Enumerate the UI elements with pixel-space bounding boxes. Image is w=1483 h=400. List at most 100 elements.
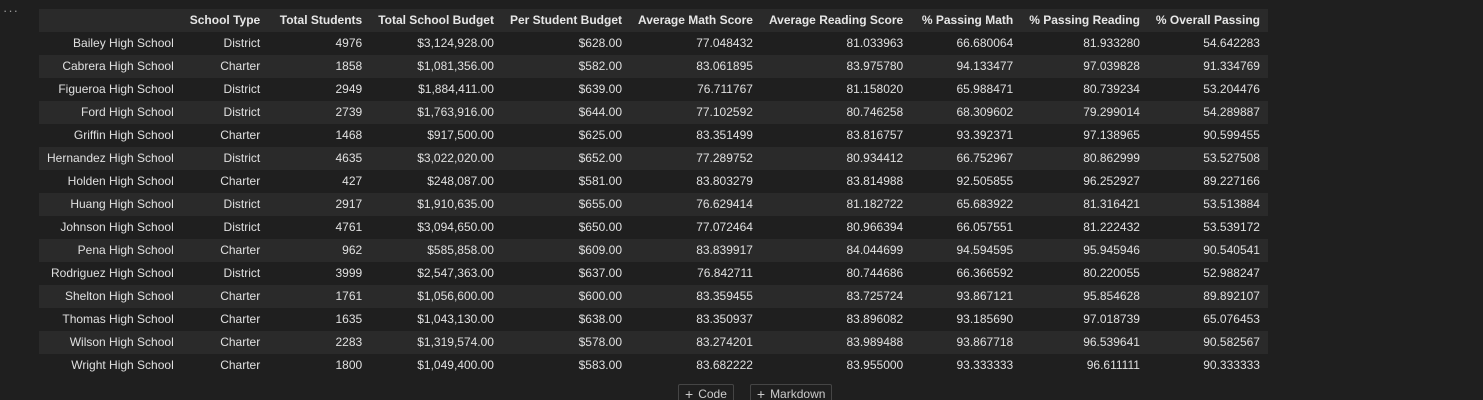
table-cell: 81.158020	[760, 78, 912, 101]
table-header-row: School Type Total Students Total School …	[39, 9, 1268, 32]
table-cell: 52.988247	[1147, 262, 1268, 285]
table-row: Johnson High School District 4761 $3,094,65…	[39, 216, 1268, 239]
plus-icon: +	[756, 386, 766, 400]
table-cell: 4635	[268, 147, 371, 170]
add-code-cell-button[interactable]: + Code	[678, 384, 734, 400]
table-cell: 80.966394	[760, 216, 912, 239]
table-cell: $625.00	[501, 124, 630, 147]
table-cell: District	[181, 101, 269, 124]
table-cell: $1,043,130.00	[370, 308, 502, 331]
dataframe-table: School Type Total Students Total School …	[39, 9, 1268, 377]
table-cell: 83.725724	[760, 285, 912, 308]
table-cell: 81.933280	[1021, 32, 1148, 55]
table-cell: 80.744686	[760, 262, 912, 285]
table-cell: 83.896082	[760, 308, 912, 331]
table-cell: 83.989488	[760, 331, 912, 354]
table-cell: 1800	[268, 354, 371, 377]
table-cell: 84.044699	[760, 239, 912, 262]
table-cell: $638.00	[501, 308, 630, 331]
table-cell: 83.682222	[630, 354, 761, 377]
table-cell: $3,094,650.00	[370, 216, 502, 239]
table-cell: $248,087.00	[370, 170, 502, 193]
table-cell: 77.072464	[630, 216, 761, 239]
table-cell: 96.539641	[1021, 331, 1148, 354]
table-cell: 93.867121	[911, 285, 1022, 308]
table-cell: Charter	[181, 239, 269, 262]
table-cell: $578.00	[501, 331, 630, 354]
ellipsis-icon[interactable]: ···	[3, 3, 19, 18]
table-row: Thomas High School Charter 1635 $1,043,130.…	[39, 308, 1268, 331]
table-cell: $1,049,400.00	[370, 354, 502, 377]
table-cell: 76.711767	[630, 78, 761, 101]
table-cell: District	[181, 193, 269, 216]
table-cell: $917,500.00	[370, 124, 502, 147]
table-cell: $582.00	[501, 55, 630, 78]
table-row: Griffin High School Charter 1468 $917,500.0…	[39, 124, 1268, 147]
table-cell: 80.746258	[760, 101, 912, 124]
add-markdown-label: Markdown	[770, 387, 826, 400]
row-index-cell: Johnson High School	[39, 216, 182, 239]
column-header: Per Student Budget	[501, 9, 630, 32]
table-cell: 83.350937	[630, 308, 761, 331]
column-header: % Passing Reading	[1021, 9, 1148, 32]
column-header	[39, 9, 182, 32]
table-cell: Charter	[181, 285, 269, 308]
table-cell: 89.227166	[1147, 170, 1268, 193]
row-index-cell: Rodriguez High School	[39, 262, 182, 285]
row-index-cell: Ford High School	[39, 101, 182, 124]
table-cell: 79.299014	[1021, 101, 1148, 124]
column-header: % Passing Math	[911, 9, 1022, 32]
table-row: Wright High School Charter 1800 $1,049,400.…	[39, 354, 1268, 377]
table-cell: 89.892107	[1147, 285, 1268, 308]
table-row: Shelton High School Charter 1761 $1,056,600…	[39, 285, 1268, 308]
table-cell: District	[181, 78, 269, 101]
row-index-cell: Thomas High School	[39, 308, 182, 331]
table-cell: $581.00	[501, 170, 630, 193]
table-cell: 77.102592	[630, 101, 761, 124]
row-index-cell: Wilson High School	[39, 331, 182, 354]
table-cell: $609.00	[501, 239, 630, 262]
table-row: Figueroa High School District 2949 $1,884,4…	[39, 78, 1268, 101]
table-cell: 3999	[268, 262, 371, 285]
table-cell: 95.945946	[1021, 239, 1148, 262]
table-cell: 97.018739	[1021, 308, 1148, 331]
table-cell: $637.00	[501, 262, 630, 285]
table-cell: $585,858.00	[370, 239, 502, 262]
table-cell: 93.392371	[911, 124, 1022, 147]
table-cell: 92.505855	[911, 170, 1022, 193]
add-markdown-cell-button[interactable]: + Markdown	[749, 384, 833, 400]
plus-icon: +	[685, 386, 694, 400]
table-cell: 2917	[268, 193, 371, 216]
table-cell: $1,910,635.00	[370, 193, 502, 216]
table-cell: District	[181, 216, 269, 239]
table-cell: 54.289887	[1147, 101, 1268, 124]
table-cell: $652.00	[501, 147, 630, 170]
row-index-cell: Figueroa High School	[39, 78, 182, 101]
table-cell: $1,763,916.00	[370, 101, 502, 124]
table-cell: 2739	[268, 101, 371, 124]
table-cell: 1468	[268, 124, 371, 147]
row-index-cell: Cabrera High School	[39, 55, 182, 78]
table-cell: 4976	[268, 32, 371, 55]
table-cell: District	[181, 262, 269, 285]
row-index-cell: Griffin High School	[39, 124, 182, 147]
row-index-cell: Bailey High School	[39, 32, 182, 55]
table-cell: 83.351499	[630, 124, 761, 147]
table-cell: 66.366592	[911, 262, 1022, 285]
table-cell: $3,124,928.00	[370, 32, 502, 55]
table-cell: 95.854628	[1021, 285, 1148, 308]
table-cell: 91.334769	[1147, 55, 1268, 78]
table-cell: $3,022,020.00	[370, 147, 502, 170]
add-code-label: Code	[698, 387, 727, 400]
table-cell: 68.309602	[911, 101, 1022, 124]
table-cell: 962	[268, 239, 371, 262]
table-cell: $2,547,363.00	[370, 262, 502, 285]
table-cell: Charter	[181, 354, 269, 377]
column-header: School Type	[181, 9, 269, 32]
table-cell: $1,081,356.00	[370, 55, 502, 78]
table-cell: 77.048432	[630, 32, 761, 55]
table-cell: 96.252927	[1021, 170, 1148, 193]
table-cell: 97.138965	[1021, 124, 1148, 147]
table-cell: 83.359455	[630, 285, 761, 308]
